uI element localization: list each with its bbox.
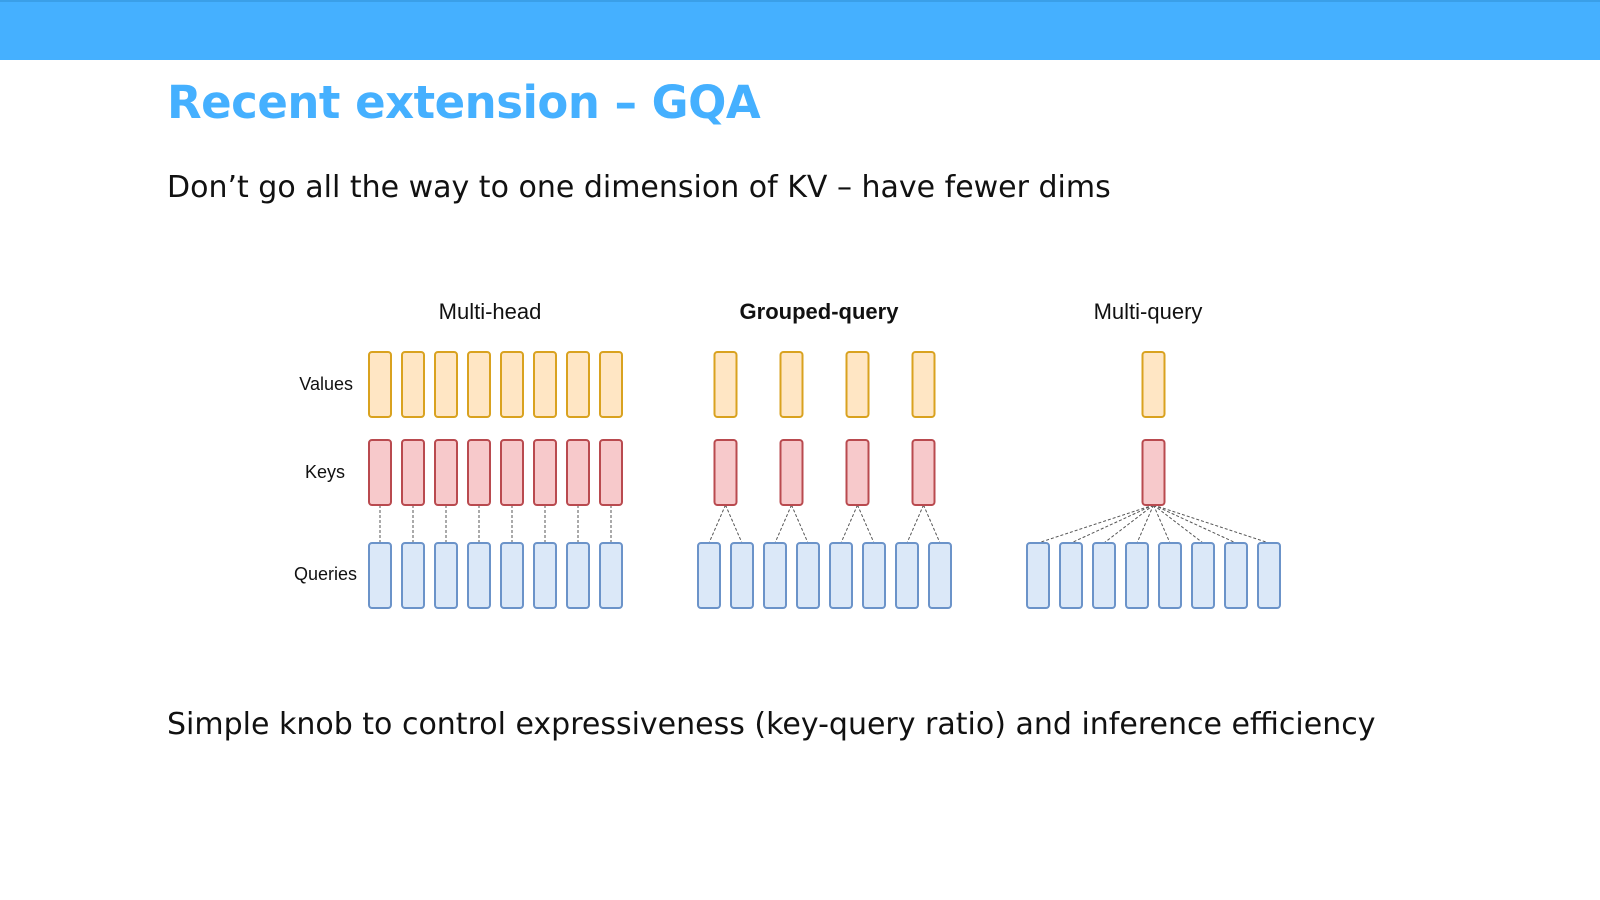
multi-query-kv-connector: [1070, 504, 1154, 544]
multi-query-kv-connector: [1136, 504, 1154, 544]
grouped-query-value-head: [779, 351, 804, 418]
multi-head-key-head: [368, 439, 392, 506]
multi-query-query-head: [1158, 542, 1182, 609]
grouped-query-kv-connector: [857, 504, 875, 544]
grouped-query-kv-connector: [708, 504, 726, 544]
multi-head-query-head: [401, 542, 425, 609]
grouped-query-kv-connector: [791, 504, 809, 544]
multi-query-kv-connector: [1153, 504, 1270, 544]
multi-head-value-head: [401, 351, 425, 418]
grouped-query-kv-connector: [725, 504, 743, 544]
multi-query-query-head: [1026, 542, 1050, 609]
grouped-query-kv-connector: [774, 504, 792, 544]
multi-query-query-head: [1059, 542, 1083, 609]
variant-title-grouped-query: Grouped-query: [740, 299, 900, 324]
grouped-query-query-head: [730, 542, 754, 609]
multi-head-value-head: [368, 351, 392, 418]
multi-query-query-head: [1092, 542, 1116, 609]
grouped-query-kv-connector: [923, 504, 941, 544]
grouped-query-key-head: [713, 439, 738, 506]
grouped-query-query-head: [895, 542, 919, 609]
grouped-query-kv-connector: [840, 504, 858, 544]
multi-query-query-head: [1191, 542, 1215, 609]
multi-head-key-head: [500, 439, 524, 506]
multi-head-query-head: [467, 542, 491, 609]
variant-title-multi-head: Multi-head: [439, 299, 542, 324]
slide-footer: Simple knob to control expressiveness (k…: [167, 707, 1376, 742]
multi-query-kv-connector: [1153, 504, 1204, 544]
multi-head-query-head: [368, 542, 392, 609]
multi-head-value-head: [467, 351, 491, 418]
row-label-values: Values: [299, 374, 353, 394]
multi-head-key-head: [467, 439, 491, 506]
multi-head-query-head: [500, 542, 524, 609]
grouped-query-query-head: [862, 542, 886, 609]
top-banner: [0, 0, 1600, 60]
multi-head-query-head: [599, 542, 623, 609]
multi-query-value-head: [1141, 351, 1166, 418]
grouped-query-key-head: [779, 439, 804, 506]
multi-head-value-head: [434, 351, 458, 418]
slide-title: Recent extension – GQA: [167, 76, 761, 129]
multi-head-key-head: [533, 439, 557, 506]
multi-head-key-head: [401, 439, 425, 506]
grouped-query-query-head: [928, 542, 952, 609]
multi-query-kv-connector: [1037, 504, 1154, 544]
multi-query-kv-connector: [1153, 504, 1171, 544]
grouped-query-query-head: [763, 542, 787, 609]
variant-title-multi-query: Multi-query: [1094, 299, 1203, 324]
grouped-query-key-head: [845, 439, 870, 506]
grouped-query-value-head: [713, 351, 738, 418]
multi-head-key-head: [566, 439, 590, 506]
multi-head-value-head: [566, 351, 590, 418]
grouped-query-query-head: [796, 542, 820, 609]
multi-query-key-head: [1141, 439, 1166, 506]
grouped-query-query-head: [829, 542, 853, 609]
multi-head-key-head: [599, 439, 623, 506]
grouped-query-value-head: [911, 351, 936, 418]
grouped-query-value-head: [845, 351, 870, 418]
multi-head-query-head: [566, 542, 590, 609]
multi-query-query-head: [1257, 542, 1281, 609]
multi-head-value-head: [533, 351, 557, 418]
multi-head-key-head: [434, 439, 458, 506]
multi-query-kv-connector: [1153, 504, 1237, 544]
multi-query-query-head: [1224, 542, 1248, 609]
grouped-query-kv-connector: [906, 504, 924, 544]
multi-query-kv-connector: [1103, 504, 1154, 544]
row-label-queries: Queries: [294, 564, 357, 584]
multi-head-value-head: [599, 351, 623, 418]
multi-head-query-head: [434, 542, 458, 609]
multi-head-value-head: [500, 351, 524, 418]
multi-head-query-head: [533, 542, 557, 609]
slide-subtitle: Don’t go all the way to one dimension of…: [167, 170, 1111, 205]
multi-query-query-head: [1125, 542, 1149, 609]
row-label-keys: Keys: [305, 462, 345, 482]
grouped-query-query-head: [697, 542, 721, 609]
grouped-query-key-head: [911, 439, 936, 506]
